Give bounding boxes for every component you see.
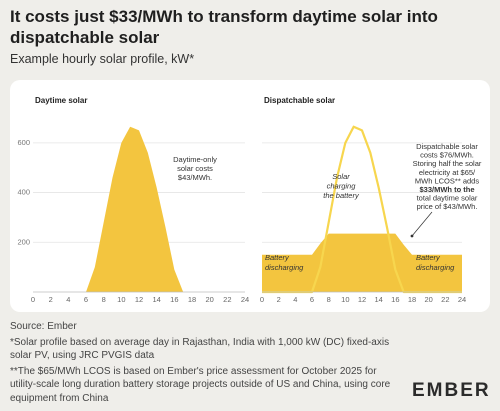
x-tick-label: 12 [358, 295, 366, 304]
x-tick-label: 24 [458, 295, 466, 304]
x-tick-label: 0 [31, 295, 35, 304]
x-tick-label: 22 [441, 295, 449, 304]
x-tick-label: 16 [391, 295, 399, 304]
subtitle: Example hourly solar profile, kW* [10, 52, 195, 66]
annotation: the battery [323, 191, 360, 200]
panel-title: Dispatchable solar [264, 96, 335, 105]
annotation: Solar [332, 172, 350, 181]
x-tick-label: 22 [223, 295, 231, 304]
x-tick-label: 8 [102, 295, 106, 304]
annotation: Battery [265, 253, 290, 262]
x-tick-label: 24 [241, 295, 249, 304]
annotation: MWh LCOS** adds [415, 176, 479, 185]
x-tick-label: 2 [49, 295, 53, 304]
x-tick-label: 8 [327, 295, 331, 304]
note: *Solar profile based on average day in R… [10, 336, 390, 362]
annotation: price of $43/MWh. [417, 202, 478, 211]
annotation: total daytime solar [417, 194, 478, 203]
x-tick-label: 18 [408, 295, 416, 304]
annotation: costs $76/MWh. [420, 151, 474, 160]
leader-dot [410, 234, 414, 238]
annotation: $43/MWh. [178, 173, 212, 182]
annotation: Battery [416, 253, 441, 262]
title: It costs just $33/MWh to transform dayti… [10, 7, 438, 47]
x-tick-label: 10 [117, 295, 125, 304]
note: **The $65/MWh LCOS is based on Ember's p… [10, 365, 391, 404]
y-tick-label: 400 [17, 188, 30, 197]
area [262, 233, 462, 292]
annotation: electricity at $65/ [419, 168, 476, 177]
annotation: solar costs [177, 164, 213, 173]
x-tick-label: 4 [66, 295, 70, 304]
x-tick-label: 10 [341, 295, 349, 304]
x-tick-label: 16 [170, 295, 178, 304]
annotation: Dispatchable solar [416, 142, 478, 151]
x-tick-label: 20 [424, 295, 432, 304]
annotation: Storing half the solar [413, 159, 482, 168]
x-tick-label: 4 [293, 295, 297, 304]
area [33, 126, 245, 292]
y-tick-label: 200 [17, 237, 30, 246]
y-tick-label: 600 [17, 138, 30, 147]
annotation: discharging [265, 263, 304, 272]
logo: EMBER [412, 380, 491, 401]
x-tick-label: 14 [152, 295, 160, 304]
x-tick-label: 2 [277, 295, 281, 304]
leader-line [411, 211, 433, 237]
annotation: charging [327, 181, 357, 190]
panel-title: Daytime solar [35, 96, 87, 105]
x-tick-label: 14 [374, 295, 382, 304]
x-tick-label: 20 [205, 295, 213, 304]
x-tick-label: 12 [135, 295, 143, 304]
annotation: discharging [416, 263, 455, 272]
x-tick-label: 6 [84, 295, 88, 304]
x-tick-label: 6 [310, 295, 314, 304]
annotation: $33/MWh to the [419, 185, 474, 194]
x-tick-label: 18 [188, 295, 196, 304]
annotation: Daytime-only [173, 155, 217, 164]
source: Source: Ember [10, 321, 77, 332]
x-tick-label: 0 [260, 295, 264, 304]
footer: Source: Ember *Solar profile based on av… [10, 320, 405, 407]
